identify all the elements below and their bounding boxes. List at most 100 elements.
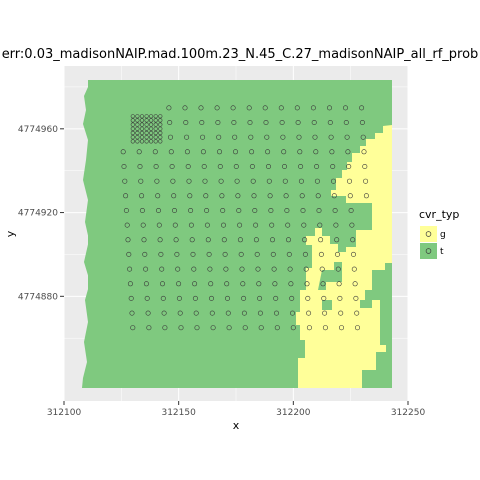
classification-raster — [82, 80, 392, 388]
sample-point — [139, 135, 145, 140]
legend: cvr_typ g t — [419, 208, 459, 259]
sample-point — [299, 193, 305, 199]
chart-title: err:0.03_madisonNAIP.mad.100m.23_N.45_C.… — [2, 47, 479, 62]
y-tick-label: 4774880 — [18, 292, 58, 302]
sample-point — [306, 310, 312, 316]
sample-point — [286, 251, 292, 257]
sample-point — [310, 105, 316, 111]
sample-point — [354, 325, 360, 331]
sample-point — [153, 126, 158, 131]
sample-point — [144, 126, 149, 131]
sample-point — [233, 149, 239, 155]
sample-point — [216, 134, 222, 140]
sample-point — [319, 266, 325, 272]
raster-grass-region — [296, 125, 392, 388]
sample-point — [135, 118, 140, 123]
sample-point — [139, 139, 145, 144]
sample-point — [251, 193, 257, 199]
sample-point — [360, 134, 366, 140]
sample-point — [144, 295, 150, 301]
sample-point — [215, 120, 221, 126]
y-axis-title: y — [4, 230, 17, 237]
sample-point — [221, 222, 227, 228]
sample-point — [234, 178, 240, 184]
sample-point — [238, 251, 244, 257]
sample-point — [269, 237, 275, 243]
sample-point — [130, 139, 135, 144]
sample-point — [330, 178, 336, 184]
sample-point — [146, 325, 152, 331]
sample-point — [168, 149, 174, 155]
sample-point — [241, 310, 247, 316]
sample-point — [159, 266, 165, 272]
sample-point — [321, 295, 327, 301]
sample-point — [217, 149, 223, 155]
sample-point — [186, 178, 192, 184]
sample-point — [306, 325, 312, 331]
sample-point — [281, 164, 287, 170]
sample-point — [253, 222, 259, 228]
sample-point — [139, 130, 145, 136]
sample-point — [178, 325, 184, 331]
sample-point — [328, 134, 334, 140]
sample-point — [352, 281, 358, 287]
sample-point — [158, 118, 163, 123]
sample-point — [363, 193, 369, 199]
sample-point — [188, 208, 194, 214]
raster-tree-patch — [360, 290, 380, 308]
legend-label-g: g — [440, 230, 446, 240]
sample-point — [334, 251, 340, 257]
sample-point — [191, 266, 197, 272]
sample-point — [129, 310, 135, 316]
sample-point — [263, 120, 269, 126]
sample-point — [283, 193, 289, 199]
sample-point — [329, 149, 335, 155]
sample-point — [149, 118, 154, 123]
sample-point — [354, 310, 360, 316]
legend-entry-g: g — [420, 226, 446, 242]
sample-point — [135, 139, 140, 144]
sample-point — [338, 325, 344, 331]
sample-point — [155, 193, 161, 199]
sample-point — [331, 193, 337, 199]
sample-point — [172, 222, 178, 228]
sample-point — [149, 130, 154, 136]
sample-point — [298, 164, 304, 170]
sample-point — [333, 222, 339, 228]
sample-point — [126, 251, 132, 257]
sample-point — [273, 295, 279, 301]
sample-point — [149, 126, 154, 131]
sample-point — [279, 120, 285, 126]
sample-point — [130, 135, 135, 140]
sample-point — [158, 135, 163, 140]
sample-point — [294, 105, 300, 111]
sample-point — [327, 120, 333, 126]
sample-point — [149, 135, 154, 140]
sample-point — [225, 310, 231, 316]
sample-point — [199, 120, 205, 126]
sample-point — [314, 178, 320, 184]
sample-point — [184, 149, 190, 155]
raster-tree-patch — [322, 300, 332, 310]
sample-point — [217, 164, 223, 170]
sample-point — [350, 251, 356, 257]
sample-point — [224, 281, 230, 287]
sample-point — [123, 208, 129, 214]
sample-point — [166, 105, 172, 111]
sample-point — [198, 105, 204, 111]
sample-point — [334, 237, 340, 243]
sample-point — [135, 130, 140, 136]
x-tick-label: 312250 — [391, 408, 426, 418]
sample-point — [302, 237, 308, 243]
legend-entry-t: t — [420, 243, 444, 259]
sample-point — [301, 222, 307, 228]
sample-point — [278, 105, 284, 111]
sample-point — [265, 149, 271, 155]
sample-point — [285, 222, 291, 228]
sample-point — [246, 105, 252, 111]
sample-point — [139, 126, 145, 131]
sample-point — [158, 126, 163, 131]
sample-point — [139, 193, 145, 199]
sample-point — [153, 122, 158, 127]
sample-point — [353, 295, 359, 301]
